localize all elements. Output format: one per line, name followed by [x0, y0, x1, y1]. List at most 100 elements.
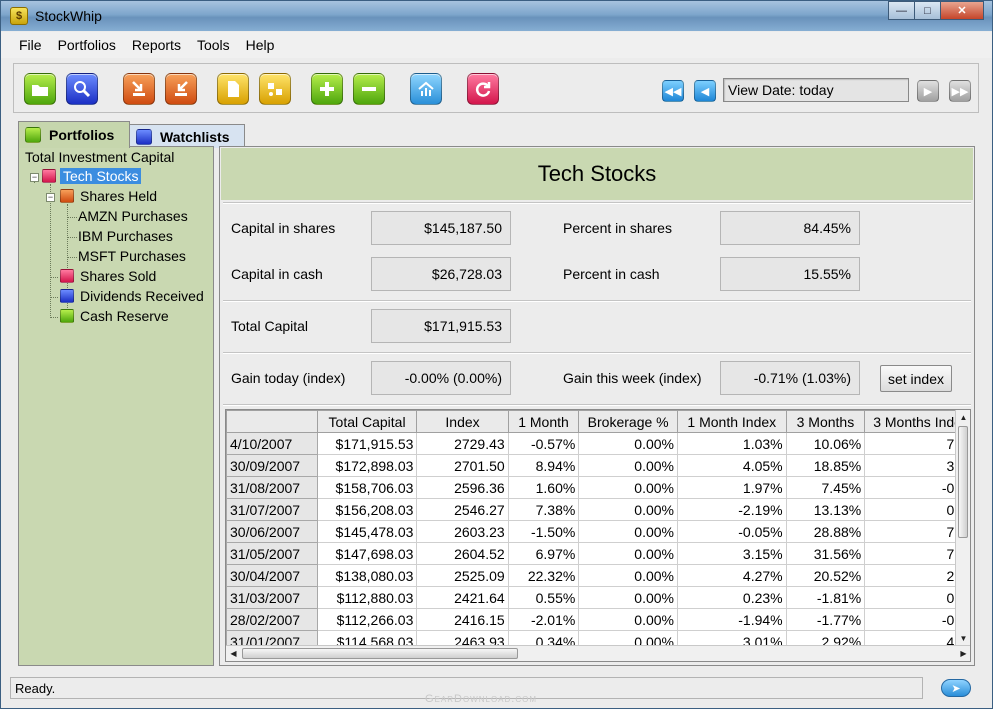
- table-cell: $156,208.03: [316, 498, 418, 521]
- table-cell: 0.00%: [578, 586, 678, 609]
- scroll-up-icon[interactable]: ▲: [959, 413, 968, 422]
- tree-item-shares-held[interactable]: Shares Held: [80, 188, 158, 204]
- menu-portfolios[interactable]: Portfolios: [57, 37, 116, 53]
- table-cell: 2416.15: [416, 608, 509, 631]
- refresh-icon: [475, 82, 491, 97]
- transactions-button[interactable]: [259, 73, 291, 105]
- search-button[interactable]: [66, 73, 98, 105]
- tree-item-cash-reserve[interactable]: Cash Reserve: [80, 308, 169, 324]
- open-portfolio-button[interactable]: [24, 73, 56, 105]
- column-header[interactable]: 3 Months: [785, 410, 866, 433]
- previous-date-button[interactable]: ◀: [694, 80, 716, 102]
- percent-in-shares-label: Percent in shares: [563, 220, 672, 236]
- next-date-button[interactable]: ▶: [917, 80, 939, 102]
- table-cell: -0.3: [864, 476, 970, 499]
- column-header[interactable]: Total Capital: [316, 410, 418, 433]
- table-cell: $145,478.03: [316, 520, 418, 543]
- column-header[interactable]: Index: [416, 410, 509, 433]
- minimize-button[interactable]: —: [888, 1, 915, 20]
- status-arrow-icon[interactable]: ➤: [941, 679, 971, 697]
- transactions-icon: [268, 83, 282, 96]
- table-cell: 18.85%: [785, 454, 866, 477]
- view-date-field[interactable]: View Date: today: [723, 78, 909, 102]
- table-cell: 3.7: [864, 454, 970, 477]
- tree-item-tech-stocks[interactable]: Tech Stocks: [60, 168, 142, 184]
- scroll-left-icon[interactable]: ◀: [230, 649, 237, 658]
- history-table[interactable]: Total Capital Index 1 Month Brokerage % …: [225, 409, 971, 662]
- remove-button[interactable]: [353, 73, 385, 105]
- refresh-button[interactable]: [467, 73, 499, 105]
- table-row[interactable]: 4/10/2007 $171,915.53 2729.43 -0.57% 0.00% 1.…: [226, 432, 970, 455]
- column-header[interactable]: [226, 410, 318, 433]
- chart-icon: [418, 81, 434, 96]
- set-index-button[interactable]: set index: [880, 365, 952, 392]
- table-row[interactable]: 30/09/2007 $172,898.03 2701.50 8.94% 0.00% 4.…: [226, 454, 970, 477]
- menu-file[interactable]: File: [19, 37, 42, 53]
- tree-collapse-toggle[interactable]: −: [30, 172, 39, 182]
- table-row[interactable]: 31/08/2007 $158,706.03 2596.36 1.60% 0.00% 1.…: [226, 476, 970, 499]
- tab-watchlists[interactable]: Watchlists: [129, 124, 245, 148]
- tab-portfolios[interactable]: Portfolios: [18, 121, 130, 148]
- first-date-button[interactable]: ◀◀: [662, 80, 684, 102]
- table-row[interactable]: 30/04/2007 $138,080.03 2525.09 22.32% 0.00% 4…: [226, 564, 970, 587]
- menu-tools[interactable]: Tools: [196, 37, 230, 53]
- table-cell: $112,880.03: [316, 586, 418, 609]
- table-cell: 0.2: [864, 586, 970, 609]
- scroll-right-icon[interactable]: ▶: [960, 649, 967, 658]
- table-cell: 1.60%: [507, 476, 580, 499]
- table-row[interactable]: 28/02/2007 $112,266.03 2416.15 -2.01% 0.00% -…: [226, 608, 970, 631]
- window-controls: — □ ✕: [888, 1, 984, 20]
- table-row[interactable]: 31/03/2007 $112,880.03 2421.64 0.55% 0.00% 0.…: [226, 586, 970, 609]
- title-bar[interactable]: $ StockWhip — □ ✕: [1, 1, 992, 31]
- horizontal-scroll-thumb[interactable]: [242, 648, 518, 659]
- menu-reports[interactable]: Reports: [131, 37, 181, 53]
- column-header[interactable]: 1 Month: [507, 410, 580, 433]
- document-button[interactable]: [217, 73, 249, 105]
- last-date-button[interactable]: ▶▶: [949, 80, 971, 102]
- horizontal-scrollbar[interactable]: ◀ ▶: [226, 645, 970, 661]
- chart-button[interactable]: [410, 73, 442, 105]
- table-cell: 2421.64: [416, 586, 509, 609]
- tab-portfolios-label: Portfolios: [49, 127, 115, 143]
- table-cell: 0.00%: [578, 564, 678, 587]
- portfolio-summary-panel: Tech Stocks Capital in shares $145,187.5…: [219, 146, 975, 666]
- menu-help[interactable]: Help: [245, 37, 275, 53]
- column-header[interactable]: Brokerage %: [578, 410, 678, 433]
- tree-collapse-toggle[interactable]: −: [46, 192, 55, 202]
- maximize-button[interactable]: □: [914, 1, 941, 20]
- table-header-row: Total Capital Index 1 Month Brokerage % …: [226, 410, 970, 433]
- table-cell: -1.77%: [785, 608, 866, 631]
- portfolio-title: Tech Stocks: [221, 148, 973, 200]
- table-cell: 7.5: [864, 520, 970, 543]
- open-folder-icon: [32, 85, 48, 96]
- scroll-down-icon[interactable]: ▼: [959, 634, 968, 643]
- table-row[interactable]: 31/05/2007 $147,698.03 2604.52 6.97% 0.00% 3.…: [226, 542, 970, 565]
- add-button[interactable]: [311, 73, 343, 105]
- table-cell: 2603.23: [416, 520, 509, 543]
- vertical-scrollbar[interactable]: ▲ ▼: [955, 410, 970, 646]
- column-header[interactable]: 1 Month Index: [676, 410, 787, 433]
- tree-item-amzn-purchases[interactable]: AMZN Purchases: [78, 208, 188, 224]
- add-icon: [320, 82, 334, 96]
- column-header[interactable]: 3 Months Index: [864, 410, 970, 433]
- gain-week-label: Gain this week (index): [563, 370, 702, 386]
- row-date-cell: 31/07/2007: [226, 498, 318, 521]
- table-cell: 2546.27: [416, 498, 509, 521]
- shares-sold-icon: [60, 269, 74, 283]
- close-button[interactable]: ✕: [940, 1, 984, 20]
- tree-item-ibm-purchases[interactable]: IBM Purchases: [78, 228, 173, 244]
- sell-shares-button[interactable]: [165, 73, 197, 105]
- sell-shares-icon: [175, 81, 188, 96]
- tree-root-total-capital[interactable]: Total Investment Capital: [25, 149, 175, 165]
- buy-shares-button[interactable]: [123, 73, 155, 105]
- tree-item-msft-purchases[interactable]: MSFT Purchases: [78, 248, 186, 264]
- tree-item-shares-sold[interactable]: Shares Sold: [80, 268, 157, 284]
- table-row[interactable]: 30/06/2007 $145,478.03 2603.23 -1.50% 0.00% -…: [226, 520, 970, 543]
- vertical-scroll-thumb[interactable]: [958, 426, 968, 538]
- table-cell: 4.05%: [676, 454, 787, 477]
- rewind-icon: ◀◀: [664, 85, 682, 98]
- tree-item-dividends-received[interactable]: Dividends Received: [80, 288, 204, 304]
- table-row[interactable]: 31/07/2007 $156,208.03 2546.27 7.38% 0.00% -2…: [226, 498, 970, 521]
- capital-in-cash-label: Capital in cash: [231, 266, 323, 282]
